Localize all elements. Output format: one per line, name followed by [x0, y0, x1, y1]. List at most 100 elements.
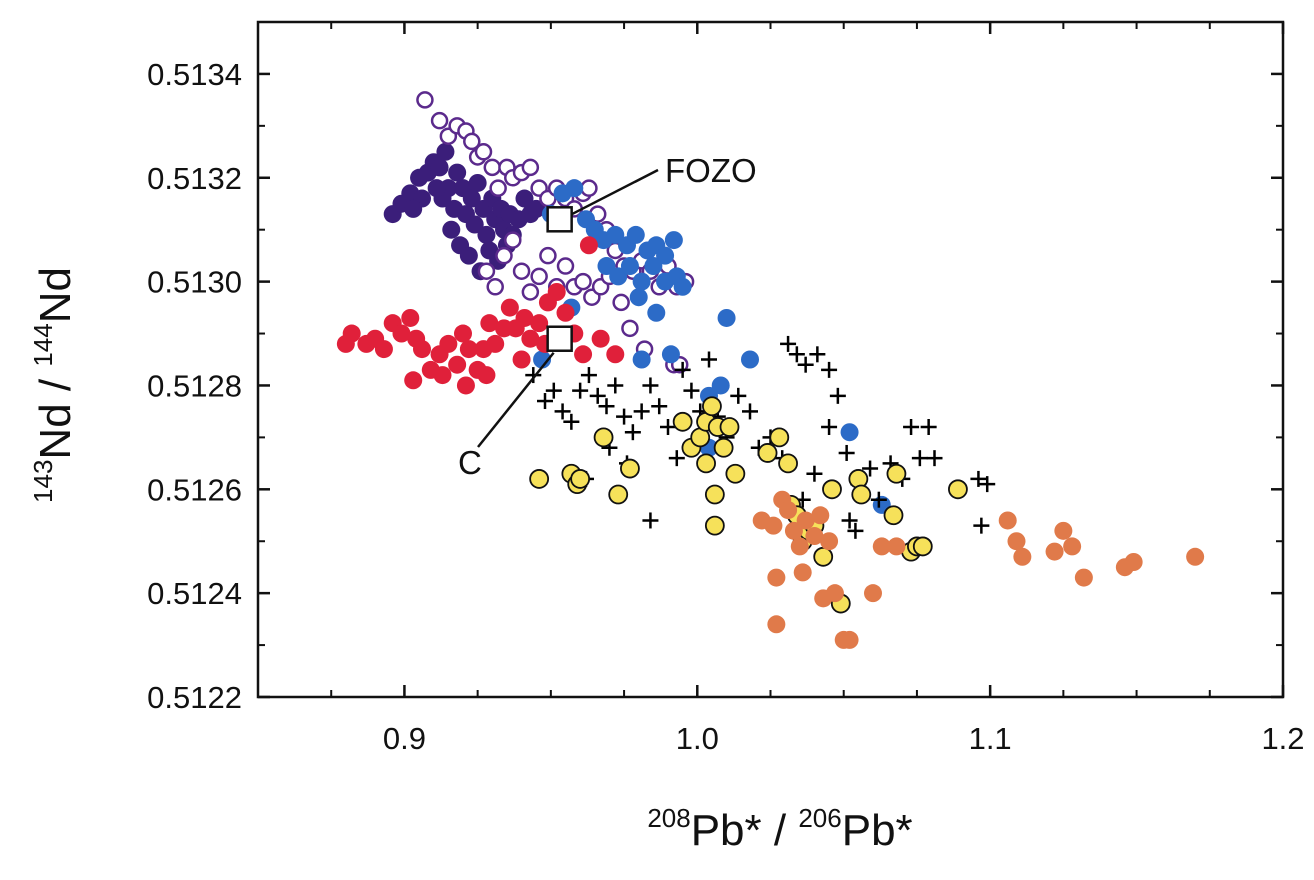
data-point-plus: [674, 361, 691, 378]
data-point-circle: [342, 324, 361, 343]
data-point-circle: [822, 479, 842, 500]
data-point-plus: [926, 450, 943, 467]
y-tick-label: 0.5124: [147, 576, 242, 611]
data-point-plus: [841, 512, 858, 529]
data-point-circle: [480, 314, 499, 333]
data-point-open-circle: [556, 257, 575, 275]
data-point-circle: [515, 308, 534, 327]
data-point-open-circle: [463, 132, 481, 151]
leader-line-fozo: [569, 168, 659, 217]
data-point-plus: [742, 403, 758, 420]
data-point-open-circle: [612, 293, 630, 312]
data-point-circle: [779, 501, 798, 520]
data-point-plus: [973, 517, 990, 534]
data-point-plus: [920, 419, 937, 435]
data-point-circle: [767, 615, 786, 634]
data-point-circle: [811, 506, 830, 525]
data-point-circle: [784, 521, 803, 540]
data-point-plus: [780, 335, 797, 352]
data-point-circle: [456, 376, 475, 395]
data-point-plus: [642, 377, 659, 394]
data-point-circle: [556, 303, 575, 322]
data-point-open-circle: [539, 246, 557, 265]
y-tick-label: 0.5126: [147, 472, 242, 507]
data-point-circle: [793, 563, 812, 582]
data-point-circle: [570, 469, 591, 489]
data-point-plus: [870, 491, 887, 508]
data-point-circle: [696, 453, 716, 474]
data-point-circle: [439, 334, 458, 353]
y-tick-label: 0.5130: [147, 265, 242, 300]
x-tick-label: 1.2: [1261, 721, 1304, 756]
data-point-circle: [593, 427, 614, 448]
x-axis-title-base1: Pb* /: [691, 806, 799, 855]
data-point-plus: [572, 382, 589, 399]
data-point-circle: [459, 340, 478, 359]
data-point-circle: [392, 324, 411, 343]
data-point-plus: [829, 387, 846, 404]
data-point-circle: [702, 396, 722, 417]
data-point-circle: [872, 537, 891, 556]
data-point-circle: [521, 329, 540, 348]
data-point-circle: [574, 345, 593, 364]
data-point-plus: [545, 382, 562, 399]
data-point-circle: [1063, 537, 1082, 556]
data-point-circle: [1013, 547, 1032, 566]
data-point-plus: [788, 346, 805, 363]
data-point-plus: [683, 382, 700, 399]
data-point-open-circle: [621, 319, 639, 338]
data-point-open-circle: [474, 143, 493, 161]
data-point-circle: [719, 417, 740, 437]
plot-area: [256, 20, 1285, 699]
data-point-open-circle: [483, 158, 502, 177]
data-point-plus: [589, 387, 606, 404]
data-point-circle: [486, 334, 505, 353]
data-point-circle: [606, 225, 625, 244]
data-point-circle: [401, 308, 420, 327]
data-point-circle: [711, 376, 730, 395]
x-axis-title: 208Pb* / 206Pb*: [647, 803, 912, 855]
data-point-circle: [477, 366, 496, 385]
y-axis-title: 143Nd / 144Nd: [28, 267, 80, 503]
y-axis-title-base1: Nd /: [31, 367, 80, 460]
x-tick-label: 1.0: [676, 721, 719, 756]
data-point-plus: [809, 346, 826, 363]
data-point-circle: [1045, 542, 1064, 561]
data-point-plus: [847, 522, 864, 539]
data-point-circle: [608, 484, 629, 505]
data-point-plus: [624, 424, 641, 441]
data-point-circle: [629, 288, 648, 307]
data-point-circle: [704, 484, 725, 505]
data-point-plus: [701, 351, 717, 368]
y-tick-label: 0.5132: [147, 161, 242, 196]
data-point-circle: [448, 355, 467, 374]
data-point-circle: [1186, 547, 1205, 566]
data-point-plus: [821, 419, 838, 435]
data-point-plus: [651, 398, 668, 415]
data-point-circle: [673, 277, 692, 296]
data-point-open-circle: [486, 278, 504, 296]
data-point-circle: [512, 350, 531, 369]
data-point-circle: [664, 231, 683, 250]
data-point-circle: [609, 267, 628, 286]
data-point-circle: [644, 257, 663, 276]
y-tick-label: 0.5122: [147, 680, 242, 715]
data-point-plus: [730, 387, 747, 404]
data-point-circle: [597, 257, 616, 276]
data-point-circle: [713, 437, 734, 458]
data-point-open-circle: [521, 158, 540, 177]
data-point-circle: [413, 340, 431, 359]
data-point-plus: [616, 408, 633, 425]
data-point-plus: [911, 450, 928, 467]
data-point-circle: [404, 199, 423, 218]
data-point-plus: [598, 398, 615, 415]
data-point-circle: [442, 220, 461, 239]
data-point-plus: [821, 361, 838, 378]
leader-line-c: [477, 351, 555, 448]
data-marks: [336, 91, 1205, 649]
data-point-circle: [796, 511, 815, 530]
annotation-fozo: FOZO: [665, 152, 757, 189]
data-point-circle: [530, 314, 549, 333]
data-point-circle: [672, 411, 693, 432]
